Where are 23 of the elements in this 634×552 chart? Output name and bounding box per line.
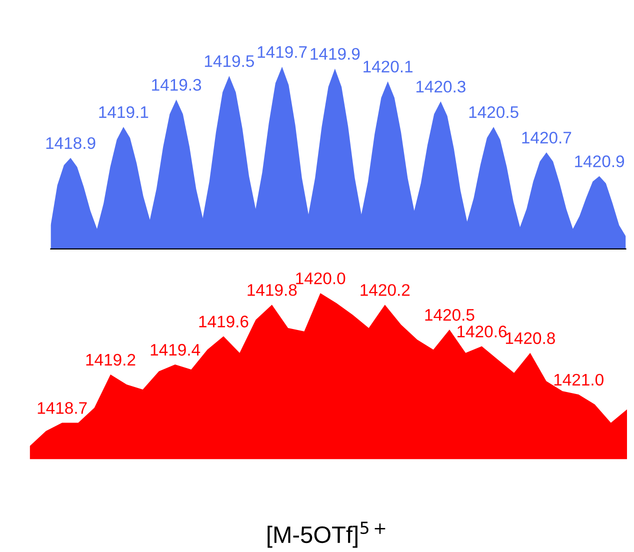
annotation: 1419.9	[310, 48, 360, 60]
annotation: 1419.5	[204, 55, 254, 68]
annotation: 1419.6	[199, 316, 248, 328]
annotation: 1419.7	[258, 46, 307, 58]
annotation: 1420.5	[425, 309, 474, 321]
annotation: 1420.3	[416, 80, 466, 93]
annotation: 1420.9	[575, 155, 624, 168]
annotation: 1418.9	[46, 137, 96, 150]
annotation: 1419.4	[150, 344, 200, 356]
annotation: 1420.0	[296, 272, 346, 284]
annotation: 1420.1	[364, 60, 412, 73]
annotation: 1420.8	[506, 332, 555, 344]
annotation: 1419.3	[152, 78, 202, 91]
annotation: 1420.6	[458, 326, 507, 338]
annotation: 1420.7	[522, 132, 572, 144]
annotation: 1420.5	[469, 106, 518, 118]
annotation: 1420.2	[360, 284, 410, 296]
x-axis-title: [M-5OTf]$^{5+}$	[268, 522, 386, 548]
annotation: 1419.8	[248, 284, 297, 296]
annotation: 1419.2	[86, 354, 136, 366]
annotation: 1418.7	[38, 402, 87, 414]
annotation: 1419.1	[99, 106, 148, 118]
annotation: 1421.0	[554, 374, 604, 386]
